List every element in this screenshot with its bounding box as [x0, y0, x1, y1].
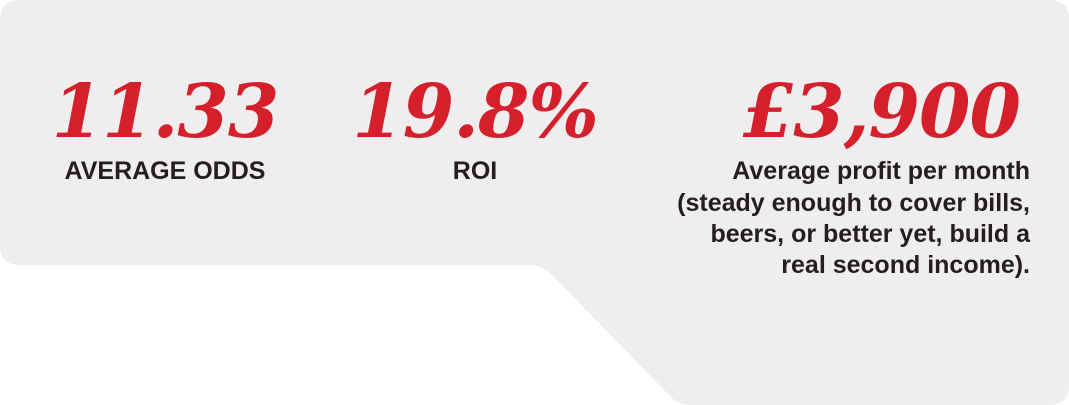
roi-value: 19.8% — [352, 69, 599, 155]
average-profit-label: Average profit per month — [732, 157, 1030, 185]
average-odds-label: AVERAGE ODDS — [64, 157, 266, 185]
average-odds-value: 11.33 — [51, 69, 280, 155]
stat-roi: 19.8% ROI — [350, 70, 600, 186]
stat-average-odds: 11.33 AVERAGE ODDS — [40, 70, 290, 186]
stat-average-profit: £3,900 Average profit per month (steady … — [670, 70, 1030, 281]
average-profit-description: (steady enough to cover bills, beers, or… — [677, 189, 1030, 279]
average-profit-value: £3,900 — [742, 69, 1021, 155]
roi-label: ROI — [452, 157, 498, 185]
